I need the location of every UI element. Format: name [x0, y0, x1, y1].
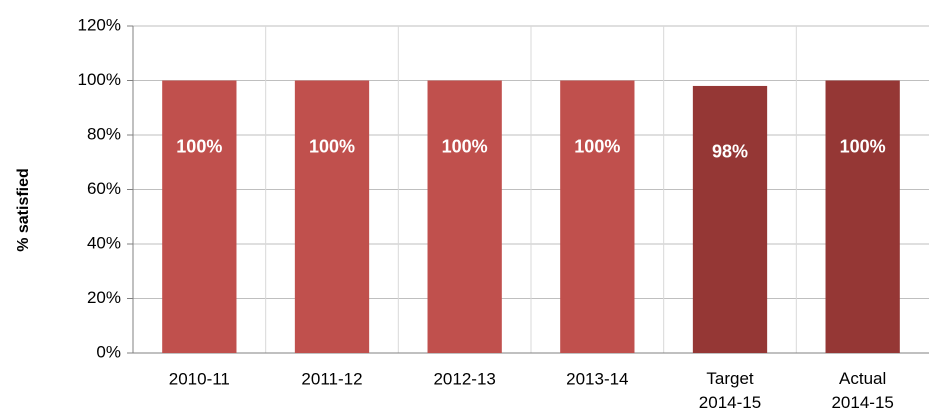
y-tick-label: 120% [78, 15, 121, 34]
bar [825, 80, 900, 353]
y-axis-label: % satisfied [15, 168, 32, 252]
bar [692, 85, 768, 353]
data-label: 100% [840, 136, 886, 156]
data-label: 98% [712, 142, 748, 162]
x-tick-label: 2012-13 [433, 369, 495, 388]
x-tick-label: Target 2014-15 [699, 369, 761, 412]
y-tick-label: 60% [87, 179, 121, 198]
data-label: 100% [176, 136, 222, 156]
x-tick-label: 2010-11 [169, 369, 230, 388]
y-tick-label: 40% [87, 233, 121, 252]
y-tick-label: 0% [96, 342, 121, 361]
y-tick-label: 20% [87, 288, 121, 307]
data-label: 100% [309, 136, 355, 156]
bar [162, 80, 237, 353]
y-tick-label: 100% [78, 70, 121, 89]
data-label: 100% [442, 136, 488, 156]
bar [294, 80, 370, 353]
y-tick-label: 80% [87, 124, 121, 143]
data-label: 100% [574, 136, 620, 156]
x-tick-label: Actual 2014-15 [831, 369, 893, 412]
x-tick-label: 2013-14 [566, 369, 628, 388]
bar [560, 80, 635, 353]
x-tick-label: 2011-12 [301, 369, 362, 388]
bar [427, 80, 502, 353]
